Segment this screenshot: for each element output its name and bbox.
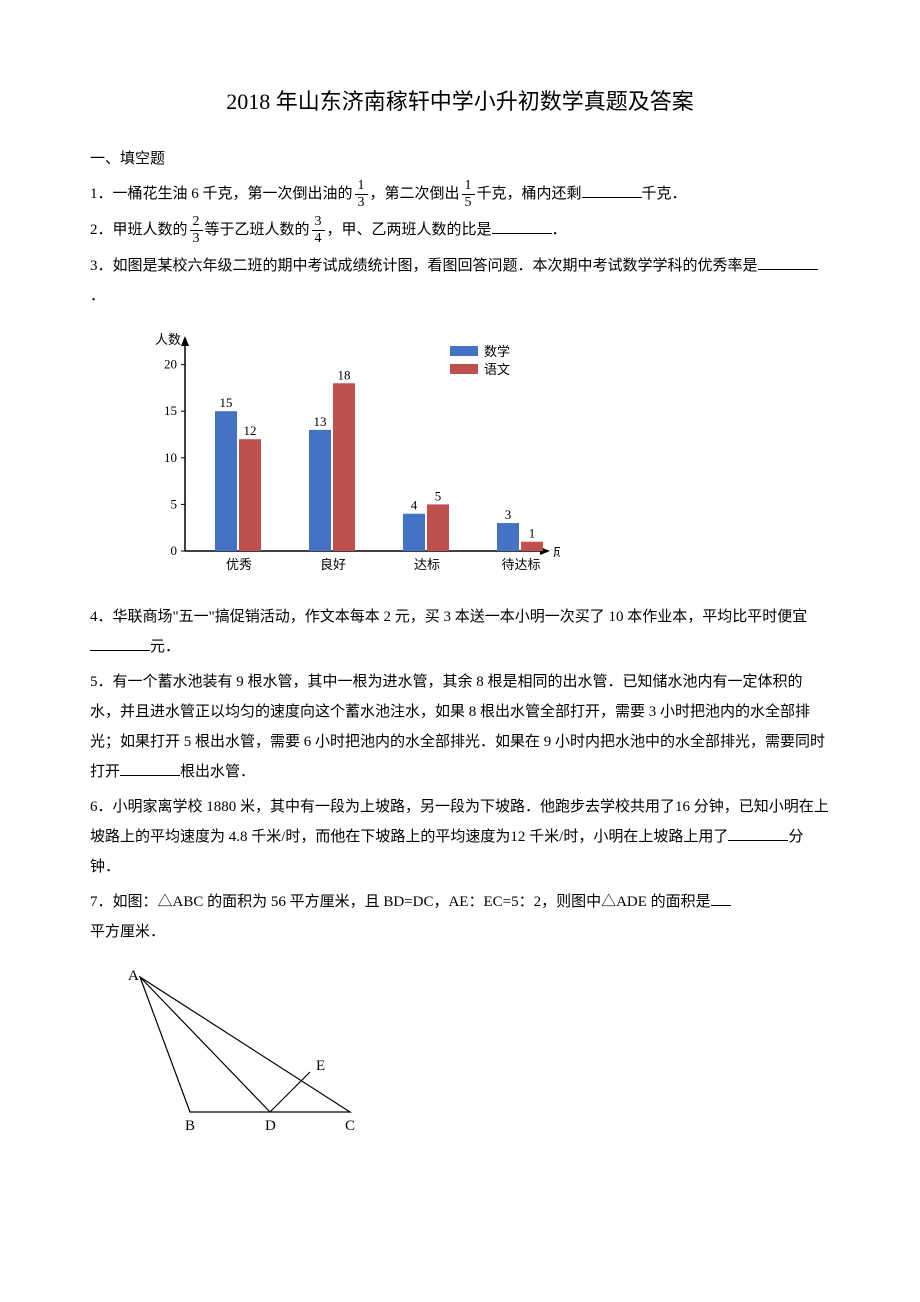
q4-text: 4．华联商场"五一"搞促销活动，作文本每本 2 元，买 3 本送一本小明一次买了…	[90, 609, 807, 625]
svg-text:1: 1	[529, 526, 536, 541]
svg-text:C: C	[345, 1118, 355, 1132]
svg-text:A: A	[128, 968, 139, 984]
question-1: 1．一桶花生油 6 千克，第一次倒出油的13，第二次倒出15千克，桶内还剩 千克．	[90, 179, 830, 210]
question-5: 5．有一个蓄水池装有 9 根水管，其中一根为进水管，其余 8 根是相同的出水管．…	[90, 667, 830, 787]
question-4: 4．华联商场"五一"搞促销活动，作文本每本 2 元，买 3 本送一本小明一次买了…	[90, 602, 830, 662]
fill-blank[interactable]	[711, 890, 731, 906]
svg-text:D: D	[265, 1118, 276, 1132]
svg-text:13: 13	[314, 414, 327, 429]
svg-text:优秀: 优秀	[226, 557, 252, 572]
q7-text: 7．如图：△ABC 的面积为 56 平方厘米，且 BD=DC，AE：EC=5：2…	[90, 894, 711, 910]
q3-text-2: ．	[90, 288, 105, 304]
svg-text:12: 12	[244, 423, 257, 438]
fill-blank[interactable]	[90, 635, 150, 651]
svg-text:达标: 达标	[414, 557, 440, 572]
svg-text:3: 3	[505, 507, 512, 522]
q6-text-1: 6．小明家离学校 1880 米，其中有一段为上坡路，另一段为下坡路．他跑步去学校…	[90, 799, 829, 845]
svg-text:B: B	[185, 1118, 195, 1132]
q1-text-2: ，第二次倒出	[370, 186, 460, 202]
q2-text-4: ．	[552, 222, 567, 238]
q2-text-3: ，甲、乙两班人数的比是	[327, 222, 492, 238]
svg-text:语文: 语文	[484, 362, 510, 377]
svg-text:5: 5	[435, 489, 442, 504]
page-title: 2018 年山东济南稼轩中学小升初数学真题及答案	[90, 80, 830, 124]
fill-blank[interactable]	[728, 825, 788, 841]
bar-chart: 0 5 10 15 20 人数成绩 15 12 优秀 13 18 良好 4 5 达标 3 1 待达标 数学语文	[120, 326, 830, 587]
svg-text:10: 10	[164, 450, 177, 465]
q1-text-1: 1．一桶花生油 6 千克，第一次倒出油的	[90, 186, 353, 202]
svg-text:15: 15	[220, 395, 233, 410]
svg-text:成绩: 成绩	[553, 544, 560, 559]
fraction: 23	[190, 215, 203, 246]
svg-text:4: 4	[411, 498, 418, 513]
svg-text:0: 0	[171, 543, 178, 558]
fill-blank[interactable]	[492, 218, 552, 234]
q2-text-1: 2．甲班人数的	[90, 222, 188, 238]
svg-text:15: 15	[164, 403, 177, 418]
q7-end: 平方厘米．	[90, 924, 165, 940]
q3-text-1: 3．如图是某校六年级二班的期中考试成绩统计图，看图回答问题．本次期中考试数学学科…	[90, 258, 758, 274]
section-heading: 一、填空题	[90, 144, 830, 174]
question-3: 3．如图是某校六年级二班的期中考试成绩统计图，看图回答问题．本次期中考试数学学科…	[90, 251, 830, 311]
triangle-svg: A B C D E	[120, 962, 380, 1132]
fraction: 34	[312, 215, 325, 246]
svg-text:数学: 数学	[484, 344, 510, 359]
svg-text:良好: 良好	[320, 557, 346, 572]
question-2: 2．甲班人数的23等于乙班人数的34，甲、乙两班人数的比是 ．	[90, 215, 830, 246]
fraction: 13	[355, 179, 368, 210]
svg-text:待达标: 待达标	[501, 557, 540, 572]
q1-text-4: 千克．	[642, 186, 687, 202]
chart-svg: 0 5 10 15 20 人数成绩 15 12 优秀 13 18 良好 4 5 达标 3 1 待达标 数学语文	[120, 326, 560, 576]
fill-blank[interactable]	[120, 760, 180, 776]
q4-end: 元．	[150, 639, 180, 655]
question-7: 7．如图：△ABC 的面积为 56 平方厘米，且 BD=DC，AE：EC=5：2…	[90, 887, 830, 947]
question-6: 6．小明家离学校 1880 米，其中有一段为上坡路，另一段为下坡路．他跑步去学校…	[90, 792, 830, 882]
fill-blank[interactable]	[582, 182, 642, 198]
svg-text:人数: 人数	[155, 332, 181, 347]
q2-text-2: 等于乙班人数的	[205, 222, 310, 238]
q5-text-2: 根出水管．	[180, 764, 255, 780]
svg-text:20: 20	[164, 357, 177, 372]
svg-text:18: 18	[338, 367, 351, 382]
fill-blank[interactable]	[758, 254, 818, 270]
triangle-diagram: A B C D E	[120, 962, 830, 1143]
svg-text:5: 5	[171, 497, 178, 512]
fraction: 15	[462, 179, 475, 210]
q1-text-3: 千克，桶内还剩	[477, 186, 582, 202]
svg-text:E: E	[316, 1058, 325, 1074]
